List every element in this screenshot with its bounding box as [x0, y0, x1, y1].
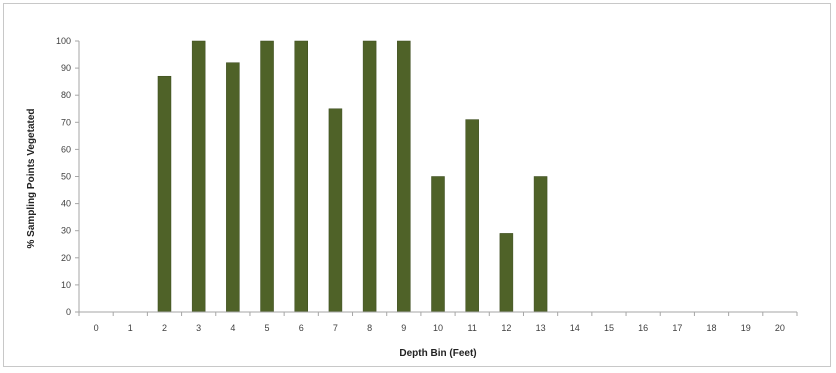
- x-tick-label: 16: [638, 323, 648, 333]
- bar-6: [294, 40, 308, 313]
- y-tick-label: 20: [61, 253, 71, 263]
- x-tick-label: 13: [536, 323, 546, 333]
- bar-9: [397, 40, 411, 313]
- x-tick-label: 4: [230, 323, 235, 333]
- bar-3: [191, 40, 206, 313]
- x-tick-label: 3: [196, 323, 201, 333]
- x-tick-label: 9: [401, 323, 406, 333]
- chart-frame: [3, 3, 831, 367]
- bar-2: [157, 75, 172, 313]
- bar-7: [328, 108, 343, 313]
- x-tick-label: 5: [265, 323, 270, 333]
- y-tick-label: 10: [61, 280, 71, 290]
- y-tick-label: 100: [56, 36, 71, 46]
- bar-4: [226, 62, 240, 313]
- x-tick-label: 10: [433, 323, 443, 333]
- bar-8: [362, 40, 377, 313]
- y-tick-label: 30: [61, 226, 71, 236]
- x-axis-title: Depth Bin (Feet): [399, 348, 476, 359]
- x-tick-label: 20: [775, 323, 785, 333]
- y-axis-title: % Sampling Points Vegetated: [26, 108, 37, 248]
- x-tick-label: 8: [367, 323, 372, 333]
- y-tick-label: 40: [61, 199, 71, 209]
- x-tick-label: 6: [299, 323, 304, 333]
- y-tick-label: 70: [61, 117, 71, 127]
- x-tick-label: 12: [501, 323, 511, 333]
- x-tick-label: 1: [128, 323, 133, 333]
- y-tick-label: 80: [61, 90, 71, 100]
- y-tick-label: 60: [61, 144, 71, 154]
- x-tick-label: 7: [333, 323, 338, 333]
- x-tick-label: 2: [162, 323, 167, 333]
- x-tick-label: 19: [741, 323, 751, 333]
- bar-5: [260, 40, 274, 313]
- y-tick-label: 50: [61, 172, 71, 182]
- x-tick-label: 18: [707, 323, 717, 333]
- x-tick-label: 17: [672, 323, 682, 333]
- x-tick-label: 14: [570, 323, 580, 333]
- bar-12: [499, 233, 514, 313]
- y-axis-ticks: 0 10 20 30 40 50 60 70 80 90 100: [56, 36, 79, 317]
- bars: [157, 40, 548, 313]
- x-tick-label: 0: [94, 323, 99, 333]
- y-tick-label: 90: [61, 63, 71, 73]
- bar-10: [431, 176, 445, 313]
- bar-13: [533, 176, 548, 313]
- x-axis-ticks: 0 1 2 3 4 5 6 7 8 9 10 11 12 13 14 15 16 17 18 19 20: [78, 312, 798, 333]
- y-tick-label: 0: [66, 307, 71, 317]
- bar-11: [465, 119, 479, 313]
- x-tick-label: 15: [604, 323, 614, 333]
- x-tick-label: 11: [468, 323, 477, 333]
